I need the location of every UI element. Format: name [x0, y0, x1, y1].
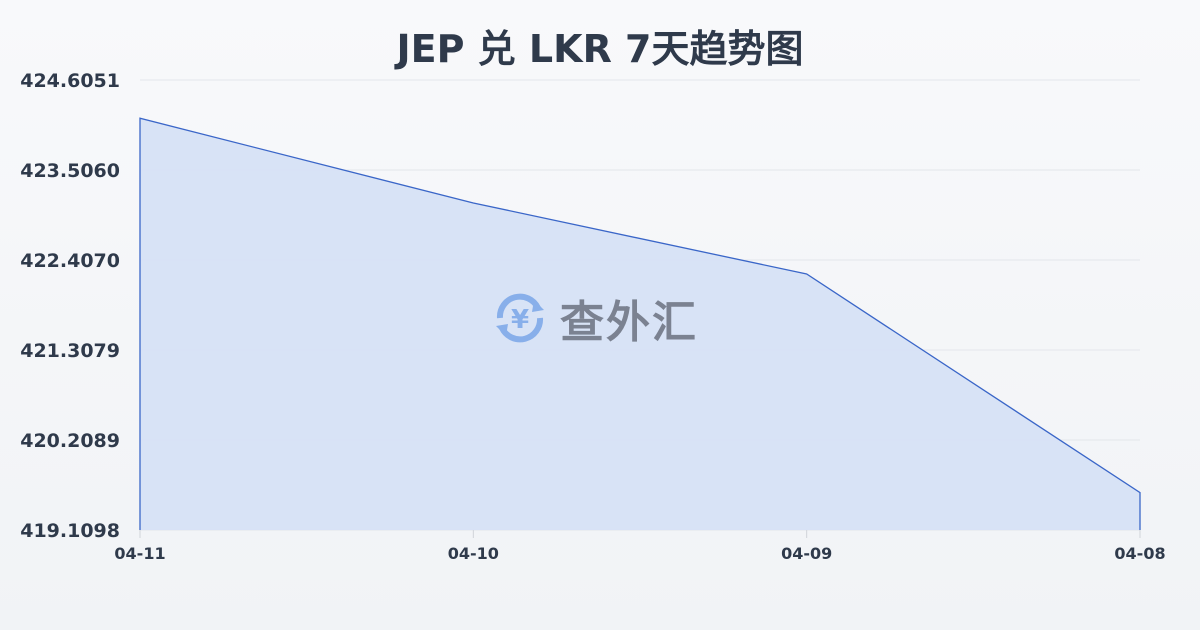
area-fill [140, 118, 1140, 530]
data-point [806, 273, 808, 275]
y-tick-label: 422.4070 [20, 250, 120, 272]
svg-text:¥: ¥ [511, 305, 529, 335]
x-tick-label: 04-09 [781, 544, 832, 563]
watermark-text: 查外汇 [560, 297, 698, 348]
y-tick-label: 423.5060 [20, 160, 120, 182]
chart-title: JEP 兑 LKR 7天趋势图 [396, 27, 804, 71]
x-tick-label: 04-08 [1114, 544, 1165, 563]
x-tick-label: 04-11 [114, 544, 165, 563]
data-point [472, 202, 474, 204]
y-tick-label: 424.6051 [20, 70, 120, 92]
y-tick-label: 419.1098 [20, 520, 120, 542]
y-tick-label: 420.2089 [20, 430, 120, 452]
yen-exchange-icon: ¥ [496, 293, 544, 343]
y-tick-label: 421.3079 [20, 340, 120, 362]
data-point [139, 117, 141, 119]
x-tick-label: 04-10 [448, 544, 499, 563]
watermark: ¥ 查外汇 [490, 286, 698, 350]
data-point [1139, 492, 1141, 494]
series-line [139, 117, 1141, 530]
